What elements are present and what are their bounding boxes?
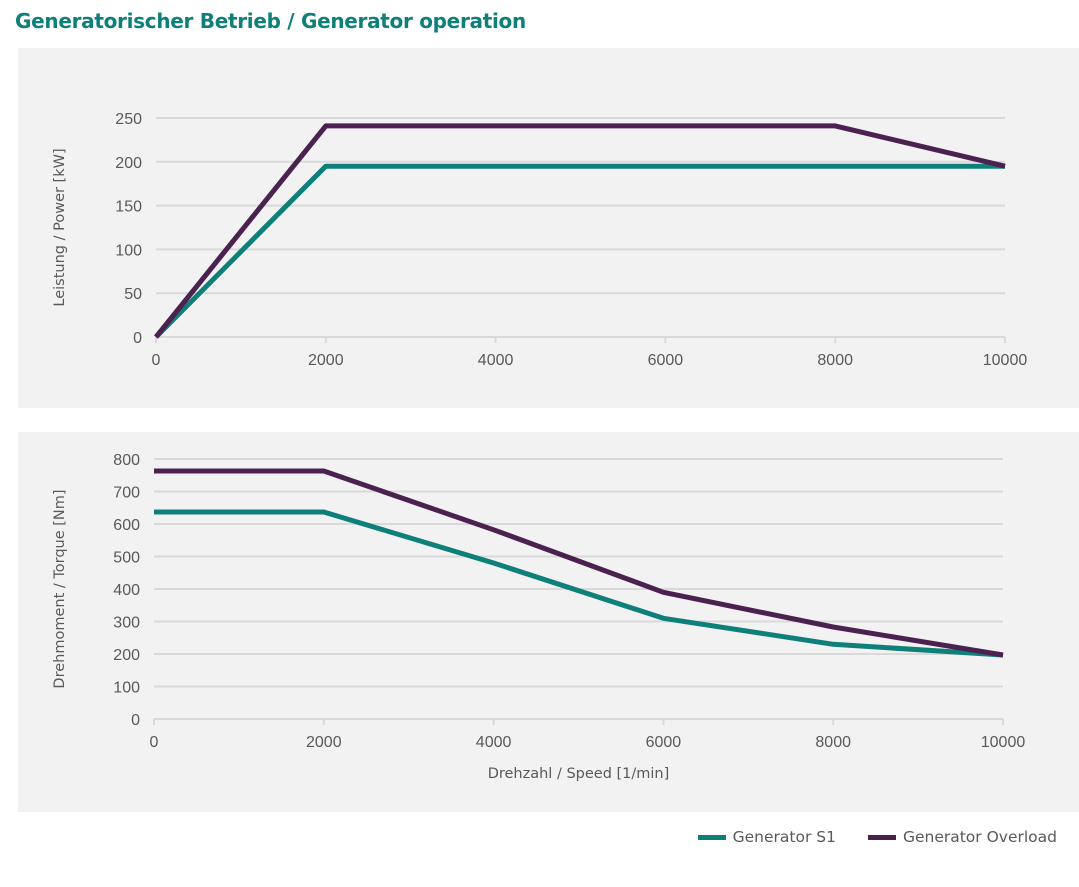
y-axis-title: Leistung / Power [kW]: [52, 148, 68, 306]
x-tick-label: 2000: [308, 352, 344, 369]
y-tick-label: 50: [124, 286, 142, 303]
y-tick-label: 100: [115, 242, 142, 259]
x-tick-label: 6000: [648, 352, 684, 369]
x-axis-title: Drehzahl / Speed [1/min]: [488, 766, 670, 782]
chart-legend: Generator S1 Generator Overload: [666, 828, 1057, 846]
y-tick-label: 250: [115, 111, 142, 128]
y-tick-label: 200: [115, 155, 142, 172]
series-line-generator-s1[interactable]: [154, 163, 1005, 339]
x-tick-label: 8000: [815, 734, 851, 751]
y-tick-label: 800: [113, 452, 140, 469]
y-tick-label: 150: [115, 199, 142, 216]
x-tick-label: 10000: [981, 734, 1026, 751]
y-tick-label: 0: [133, 330, 142, 347]
x-tick-label: 4000: [476, 734, 512, 751]
x-tick-label: 4000: [478, 352, 514, 369]
legend-label: Generator Overload: [902, 828, 1057, 846]
y-tick-label: 0: [131, 712, 140, 729]
series-line-generator-s1[interactable]: [154, 509, 1004, 658]
y-tick-label: 600: [113, 517, 140, 534]
x-tick-label: 8000: [817, 352, 853, 369]
x-tick-label: 2000: [306, 734, 342, 751]
x-tick-label: 0: [150, 734, 159, 751]
y-tick-label: 400: [113, 582, 140, 599]
series-line-generator-overload[interactable]: [154, 123, 1006, 339]
torque-chart-panel: 0 100 200 300 400 500 600 700 800 0 2000 4000 6000 80…: [18, 432, 1079, 812]
y-tick-label: 300: [113, 615, 140, 632]
y-tick-label: 100: [113, 680, 140, 697]
legend-item-generator-overload[interactable]: Generator Overload: [867, 828, 1057, 846]
legend-swatch-generator-overload: [867, 834, 896, 840]
x-tick-label: 6000: [646, 734, 682, 751]
y-axis-title: Drehmoment / Torque [Nm]: [52, 489, 68, 688]
series-line-generator-overload[interactable]: [154, 468, 1004, 658]
legend-label: Generator S1: [732, 828, 836, 846]
page-title: Generatorischer Betrieb / Generator oper…: [15, 9, 526, 33]
y-tick-label: 700: [113, 485, 140, 502]
legend-swatch-generator-s1: [697, 834, 726, 840]
power-chart-panel: 0 50 100 150 200 250 0 2000 4000 6000 8000 10000 Lei…: [18, 48, 1079, 408]
legend-item-generator-s1[interactable]: Generator S1: [697, 828, 836, 846]
power-chart: 0 50 100 150 200 250 0 2000 4000 6000 8000 10000 Lei…: [52, 111, 1028, 369]
x-tick-label: 0: [152, 352, 161, 369]
y-tick-label: 500: [113, 550, 140, 567]
x-tick-label: 10000: [983, 352, 1028, 369]
y-tick-label: 200: [113, 647, 140, 664]
